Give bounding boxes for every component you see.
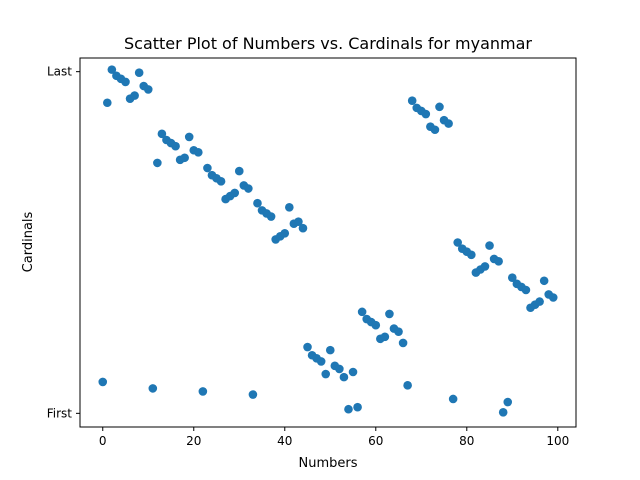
data-point-40 [280,228,290,238]
data-point-12 [153,158,162,168]
x-tick-label: 100 [546,434,569,448]
data-point-30 [234,166,244,176]
data-point-50 [325,345,335,355]
data-point-74 [435,102,444,112]
data-point-0 [98,377,108,387]
x-tick-label: 60 [368,434,383,448]
data-point-62 [380,332,390,342]
data-point-96 [535,297,544,306]
data-point-33 [248,390,258,399]
data-point-53 [339,372,349,382]
data-point-85 [485,241,494,250]
data-point-77 [448,394,458,404]
data-point-5 [121,77,130,87]
data-point-57 [357,307,367,317]
y-tick-label: First [47,406,73,420]
data-point-37 [266,212,276,221]
data-point-52 [335,364,344,374]
y-axis: First Last [47,65,80,420]
data-point-26 [216,177,226,186]
data-point-66 [398,338,408,348]
data-point-1 [103,98,112,108]
chart-title: Scatter Plot of Numbers vs. Cardinals fo… [124,34,532,53]
data-point-32 [244,184,253,193]
data-point-18 [180,153,189,163]
data-point-78 [453,238,462,247]
x-tick-label: 20 [186,434,201,448]
data-point-56 [353,402,362,412]
data-point-10 [143,85,153,94]
data-point-63 [385,309,394,319]
plot-frame [79,57,577,428]
data-point-21 [194,148,203,157]
data-point-22 [198,387,208,396]
data-point-87 [494,256,503,266]
data-point-23 [203,163,212,173]
y-tick-label: Last [47,65,72,79]
data-point-48 [316,357,326,366]
data-point-93 [521,285,531,295]
data-point-19 [184,132,194,142]
data-point-54 [344,404,353,414]
data-point-67 [403,381,412,390]
x-axis-label: Numbers [299,456,358,471]
data-point-89 [503,397,513,407]
x-tick-label: 80 [459,434,474,448]
data-point-2 [107,65,117,74]
data-point-29 [230,188,240,198]
data-point-76 [444,119,453,128]
data-point-45 [303,342,312,352]
data-point-41 [285,203,294,212]
x-tick-label: 40 [277,434,292,448]
data-point-8 [134,68,144,77]
data-point-68 [407,96,417,106]
data-point-43 [294,217,303,226]
data-point-44 [298,223,308,233]
data-point-49 [321,369,331,379]
data-point-11 [148,384,158,393]
data-point-16 [171,141,180,151]
y-axis-label: Cardinals [21,211,36,272]
data-point-65 [394,327,403,336]
data-point-13 [157,129,167,139]
data-point-7 [130,91,139,100]
data-point-99 [548,293,558,302]
x-tick-label: 0 [99,434,107,448]
data-point-97 [539,276,549,286]
data-point-71 [421,109,431,119]
data-point-60 [371,320,381,330]
data-point-84 [480,262,490,271]
data-point-34 [253,198,262,208]
data-point-90 [507,273,517,282]
data-point-55 [348,367,358,377]
data-point-88 [498,408,508,417]
x-axis: 0 20 40 60 80 100 [99,427,569,448]
points-layer [98,65,558,417]
data-point-81 [467,250,476,260]
data-point-73 [430,125,440,135]
